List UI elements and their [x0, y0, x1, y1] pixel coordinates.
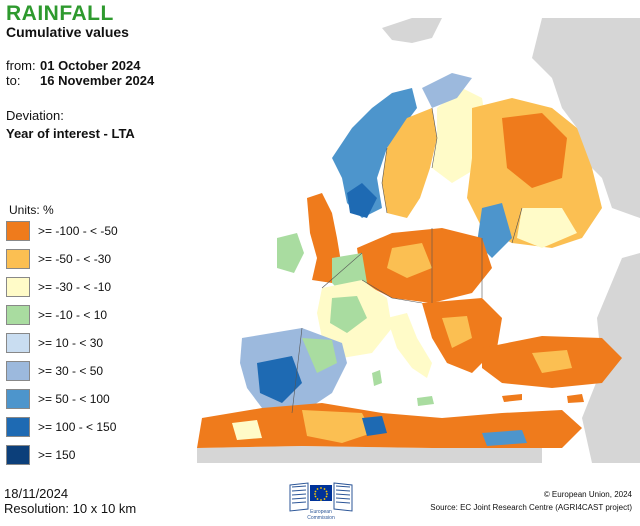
- legend-swatch: [6, 360, 30, 381]
- legend-item: >= 150: [6, 442, 118, 467]
- seas: [382, 293, 592, 403]
- norway-coast: [332, 88, 417, 218]
- legend-label: >= -50 - < -30: [38, 251, 112, 266]
- map-subtitle: Cumulative values: [6, 24, 129, 40]
- logo-text-line2: Commission: [307, 515, 335, 521]
- to-label: to:: [6, 73, 21, 88]
- ireland: [277, 233, 304, 273]
- scandinavia: [332, 73, 487, 218]
- central-europe: [332, 228, 492, 303]
- east-europe: [467, 98, 602, 258]
- sweden: [382, 108, 437, 218]
- country-borders: [291, 107, 523, 414]
- copyright-text: © European Union, 2024: [543, 490, 632, 499]
- legend-swatch: [6, 276, 30, 297]
- legend-swatch: [6, 332, 30, 353]
- issue-date: 18/11/2024: [4, 486, 69, 501]
- legend-swatch: [6, 220, 30, 241]
- legend-label: >= 50 - < 100: [38, 391, 110, 406]
- legend-swatch: [6, 444, 30, 465]
- legend-label: >= 30 - < 50: [38, 363, 104, 378]
- north-africa: [197, 403, 582, 448]
- legend: >= -100 - < -50 >= -50 - < -30 >= -30 - …: [6, 218, 118, 470]
- legend-label: >= 150: [38, 447, 76, 462]
- logo-text-line1: European: [310, 509, 332, 515]
- legend-item: >= -10 - < 10: [6, 302, 118, 327]
- to-date: 16 November 2024: [40, 73, 155, 88]
- legend-label: >= -30 - < -10: [38, 279, 112, 294]
- legend-item: >= -30 - < -10: [6, 274, 118, 299]
- legend-swatch: [6, 304, 30, 325]
- from-label: from:: [6, 58, 36, 73]
- france: [317, 280, 392, 358]
- islands: [372, 370, 584, 406]
- legend-item: >= 50 - < 100: [6, 386, 118, 411]
- deviation-label: Deviation:: [6, 108, 64, 123]
- legend-label: >= 100 - < 150: [38, 419, 117, 434]
- legend-label: >= -100 - < -50: [38, 223, 118, 238]
- period-block: from: 01 October 2024 to: 16 November 20…: [6, 58, 154, 88]
- source-text: Source: EC Joint Research Centre (AGRI4C…: [430, 503, 632, 512]
- legend-label: >= 10 - < 30: [38, 335, 104, 350]
- legend-item: >= 100 - < 150: [6, 414, 118, 439]
- european-commission-logo: European Commission: [286, 479, 356, 521]
- deviation-value: Year of interest - LTA: [6, 126, 135, 141]
- legend-units: Units: %: [9, 203, 54, 217]
- legend-swatch: [6, 248, 30, 269]
- legend-item: >= 10 - < 30: [6, 330, 118, 355]
- legend-label: >= -10 - < 10: [38, 307, 108, 322]
- iberia: [240, 328, 347, 413]
- from-date: 01 October 2024: [40, 58, 141, 73]
- legend-item: >= -50 - < -30: [6, 246, 118, 271]
- resolution-text: Resolution: 10 x 10 km: [4, 501, 137, 516]
- map-title: RAINFALL: [6, 2, 114, 25]
- turkey: [482, 336, 622, 388]
- rainfall-deviation-map: [197, 18, 640, 463]
- legend-swatch: [6, 416, 30, 437]
- eu-flag-logo-icon: European Commission: [289, 482, 353, 521]
- legend-swatch: [6, 388, 30, 409]
- legend-item: >= 30 - < 50: [6, 358, 118, 383]
- legend-item: >= -100 - < -50: [6, 218, 118, 243]
